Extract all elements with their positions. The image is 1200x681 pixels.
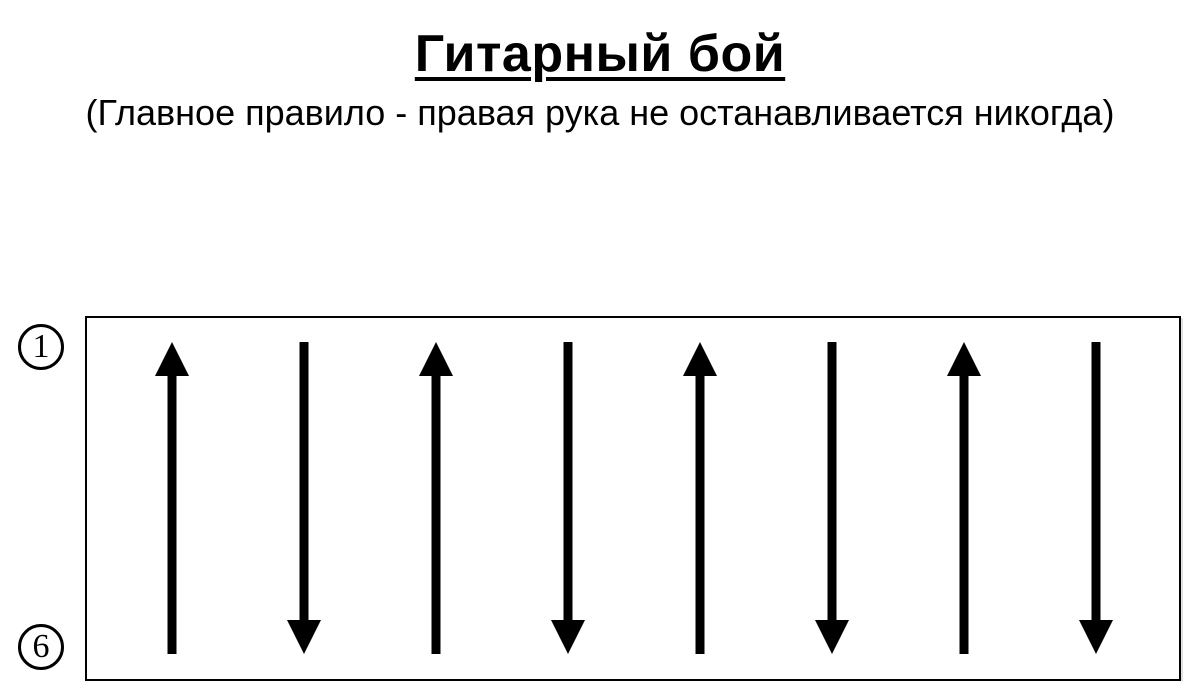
arrow-up-icon (150, 342, 194, 654)
arrow-up-icon (678, 342, 722, 654)
string-label-6: 6 (18, 624, 64, 670)
arrow-down-icon (282, 342, 326, 654)
arrow-up-icon (414, 342, 458, 654)
string-label-1: 1 (18, 324, 64, 370)
arrow-up-icon (942, 342, 986, 654)
arrow-down-icon (546, 342, 590, 654)
page-title: Гитарный бой (0, 0, 1200, 84)
diagram-box (85, 316, 1181, 681)
subtitle: (Главное правило - правая рука не остана… (0, 92, 1200, 134)
arrow-down-icon (1074, 342, 1118, 654)
arrow-down-icon (810, 342, 854, 654)
